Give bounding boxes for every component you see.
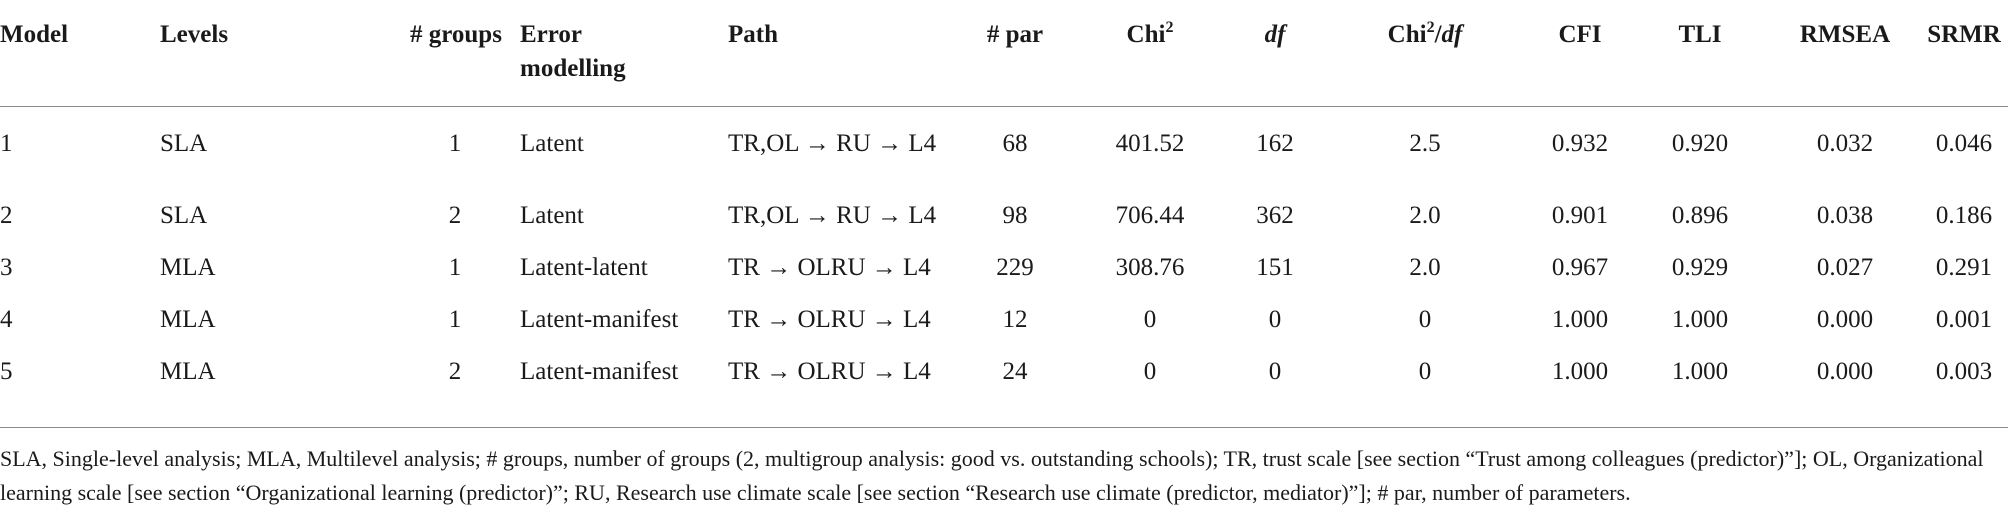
table-row: 2 SLA 2 Latent TR,OL → RU → L4 98 706.44… [0,199,2008,251]
cell-srmr: 0.186 [1935,202,1993,229]
cell-tli: 0.896 [1671,202,1729,229]
header-par: # par [986,21,1044,48]
cell-rmsea: 0.000 [1816,358,1874,385]
header-chi2-df: Chi2/df [1330,0,1490,107]
cell-par: 68 [1002,130,1028,157]
cell-df: 362 [1256,202,1294,229]
cell-cfi: 0.901 [1551,202,1609,229]
cell-path: TR → OLRU → L4 [728,254,931,281]
header-chi2df-text: Chi [1387,21,1427,48]
cell-groups: 1 [448,306,462,333]
table-row: 4 MLA 1 Latent-manifest TR → OLRU → L4 1… [0,303,2008,355]
header-groups: # groups [410,21,502,48]
header-error-line1: Error [520,21,583,48]
table-row: 3 MLA 1 Latent-latent TR → OLRU → L4 229… [0,251,2008,303]
cell-model: 1 [0,130,13,157]
cell-par: 12 [1002,306,1028,333]
table-footnote: SLA, Single-level analysis; MLA, Multile… [0,446,1984,505]
header-cfi: CFI [1558,21,1602,48]
cell-model: 3 [0,254,13,281]
cell-tli: 1.000 [1671,306,1729,333]
cell-path: TR → OLRU → L4 [728,306,931,333]
cell-groups: 2 [448,358,462,385]
cell-path: TR → OLRU → L4 [728,358,931,385]
cell-chi2: 0 [1143,306,1157,333]
header-model: Model [0,21,69,48]
cell-par: 98 [1002,202,1028,229]
cell-levels: MLA [160,358,216,385]
cell-levels: SLA [160,130,208,157]
header-rmsea: RMSEA [1799,21,1891,48]
header-chi2df-df: df [1441,21,1463,48]
cell-error: Latent-latent [520,254,648,281]
header-srmr: SRMR [1927,21,2001,48]
header-chi2df-slash: / [1434,21,1442,48]
cell-error: Latent [520,202,584,229]
cell-model: 5 [0,358,13,385]
results-table-container: Model Levels # groups Error modelling Pa… [0,0,2008,505]
header-chi2-text: Chi [1126,21,1166,48]
cell-df: 162 [1256,130,1294,157]
cell-srmr: 0.046 [1935,130,1993,157]
header-chi2: Chi2 [1060,0,1220,107]
cell-rmsea: 0.032 [1816,130,1874,157]
header-tli: TLI [1678,21,1722,48]
cell-levels: MLA [160,254,216,281]
cell-chi2: 308.76 [1115,254,1185,281]
header-chi2df-sup: 2 [1426,19,1435,36]
cell-chi2: 706.44 [1115,202,1185,229]
cell-chi2df: 2.0 [1409,202,1441,229]
cell-model: 4 [0,306,13,333]
cell-path: TR,OL → RU → L4 [728,202,937,229]
cell-chi2df: 2.0 [1409,254,1441,281]
cell-cfi: 1.000 [1551,358,1609,385]
cell-rmsea: 0.027 [1816,254,1874,281]
cell-tli: 1.000 [1671,358,1729,385]
cell-df: 151 [1256,254,1294,281]
cell-srmr: 0.291 [1935,254,1993,281]
cell-model: 2 [0,202,13,229]
cell-levels: MLA [160,306,216,333]
cell-error: Latent-manifest [520,358,679,385]
table-row: 5 MLA 2 Latent-manifest TR → OLRU → L4 2… [0,355,2008,428]
cell-tli: 0.929 [1671,254,1729,281]
cell-groups: 1 [448,130,462,157]
header-error-modelling: Error modelling [500,0,710,107]
cell-rmsea: 0.000 [1816,306,1874,333]
cell-cfi: 1.000 [1551,306,1609,333]
cell-cfi: 0.932 [1551,130,1609,157]
cell-groups: 2 [448,202,462,229]
table-body: 1 SLA 1 Latent TR,OL → RU → L4 68 401.52… [0,107,2008,428]
cell-cfi: 0.967 [1551,254,1609,281]
model-fit-table: Model Levels # groups Error modelling Pa… [0,0,2008,428]
header-df: df [1264,21,1286,48]
cell-rmsea: 0.038 [1816,202,1874,229]
cell-chi2: 401.52 [1115,130,1185,157]
cell-error: Latent [520,130,584,157]
cell-path: TR,OL → RU → L4 [728,130,937,157]
cell-groups: 1 [448,254,462,281]
header-chi2-sup: 2 [1165,19,1174,36]
header-error-line2: modelling [520,55,626,82]
cell-par: 229 [996,254,1034,281]
cell-df: 0 [1268,306,1282,333]
cell-df: 0 [1268,358,1282,385]
cell-chi2df: 2.5 [1409,130,1441,157]
header-levels: Levels [160,21,229,48]
cell-error: Latent-manifest [520,306,679,333]
cell-chi2: 0 [1143,358,1157,385]
cell-levels: SLA [160,202,208,229]
header-row: Model Levels # groups Error modelling Pa… [0,0,2008,107]
cell-par: 24 [1002,358,1028,385]
table-header: Model Levels # groups Error modelling Pa… [0,0,2008,107]
header-path: Path [728,21,778,48]
cell-tli: 0.920 [1671,130,1729,157]
table-row: 1 SLA 1 Latent TR,OL → RU → L4 68 401.52… [0,107,2008,200]
cell-chi2df: 0 [1418,306,1432,333]
cell-srmr: 0.001 [1935,306,1993,333]
cell-chi2df: 0 [1418,358,1432,385]
cell-srmr: 0.003 [1935,358,1993,385]
